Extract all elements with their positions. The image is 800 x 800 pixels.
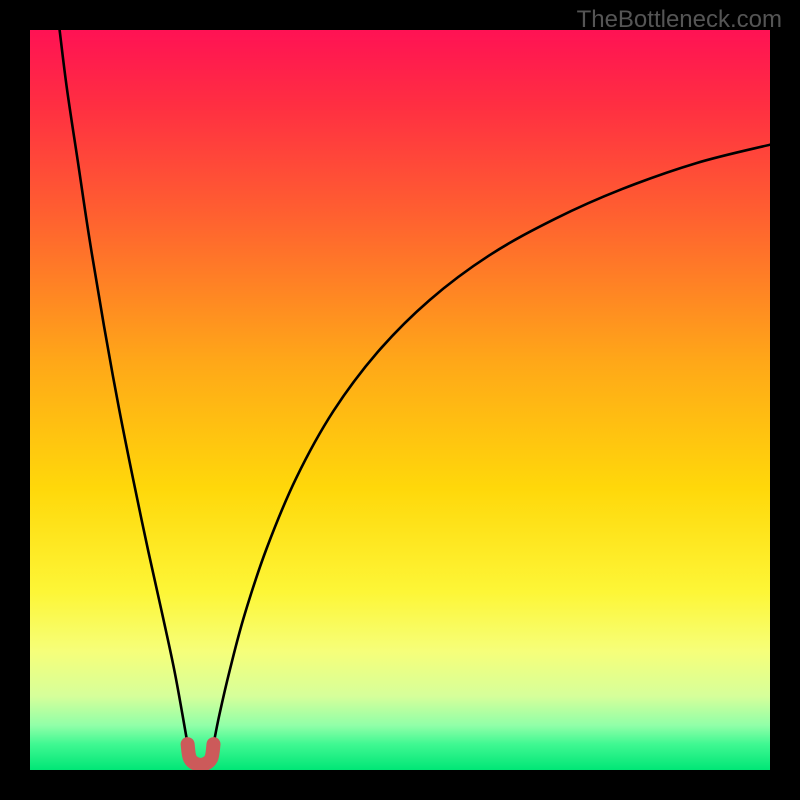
gradient-background — [30, 30, 770, 770]
plot-svg — [30, 30, 770, 770]
chart-frame: TheBottleneck.com — [0, 0, 800, 800]
plot-area — [30, 30, 770, 770]
